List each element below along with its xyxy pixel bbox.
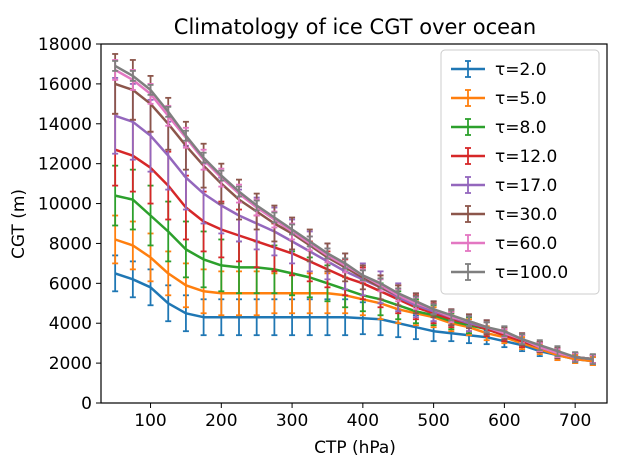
chart-title: Climatology of ice CGT over ocean xyxy=(174,15,536,39)
legend-label: τ=8.0 xyxy=(495,118,547,138)
series-8 xyxy=(112,60,596,366)
y-tick-label: 16000 xyxy=(38,75,92,95)
y-tick-label: 8000 xyxy=(49,234,92,254)
legend-label: τ=60.0 xyxy=(495,234,557,254)
y-tick-label: 10000 xyxy=(38,195,92,215)
series-line xyxy=(114,272,593,363)
legend-label: τ=100.0 xyxy=(495,263,568,283)
y-tick-label: 12000 xyxy=(38,155,92,175)
y-tick-label: 2000 xyxy=(49,354,92,374)
x-tick-label: 300 xyxy=(276,411,308,431)
y-tick-label: 4000 xyxy=(49,314,92,334)
x-tick-label: 400 xyxy=(347,411,379,431)
legend-box xyxy=(440,49,600,295)
legend-label: τ=17.0 xyxy=(495,176,557,196)
y-tick-label: 6000 xyxy=(49,274,92,294)
legend-label: τ=30.0 xyxy=(495,205,557,225)
ticks-layer: 100 200 300 400 500 600 700 0 2000 4000 6000 8000 10… xyxy=(38,35,591,431)
axes-frame xyxy=(100,43,608,404)
y-tick-label: 0 xyxy=(81,394,92,414)
x-tick-label: 500 xyxy=(417,411,449,431)
x-tick-label: 600 xyxy=(488,411,520,431)
legend-label: τ=5.0 xyxy=(495,89,547,109)
series-layer xyxy=(112,53,596,367)
y-axis-label: CGT (m) xyxy=(9,189,29,259)
x-axis-label: CTP (hPa) xyxy=(314,438,396,458)
series-line xyxy=(114,64,593,361)
legend-label: τ=2.0 xyxy=(495,60,547,80)
legend: τ=2.0 τ=5.0 τ=8.0 τ=12.0 τ=17.0 τ=30.0 τ=60.0 τ… xyxy=(440,49,600,295)
legend-label: τ=12.0 xyxy=(495,147,557,167)
x-tick-label: 200 xyxy=(205,411,237,431)
series-line xyxy=(114,148,593,361)
y-tick-label: 18000 xyxy=(38,35,92,55)
y-tick-label: 14000 xyxy=(38,115,92,135)
plot-area: 100 200 300 400 500 600 700 0 2000 4000 6000 8000 10… xyxy=(38,35,608,431)
x-tick-label: 100 xyxy=(134,411,166,431)
x-tick-label: 700 xyxy=(559,411,591,431)
series-line xyxy=(114,238,593,363)
